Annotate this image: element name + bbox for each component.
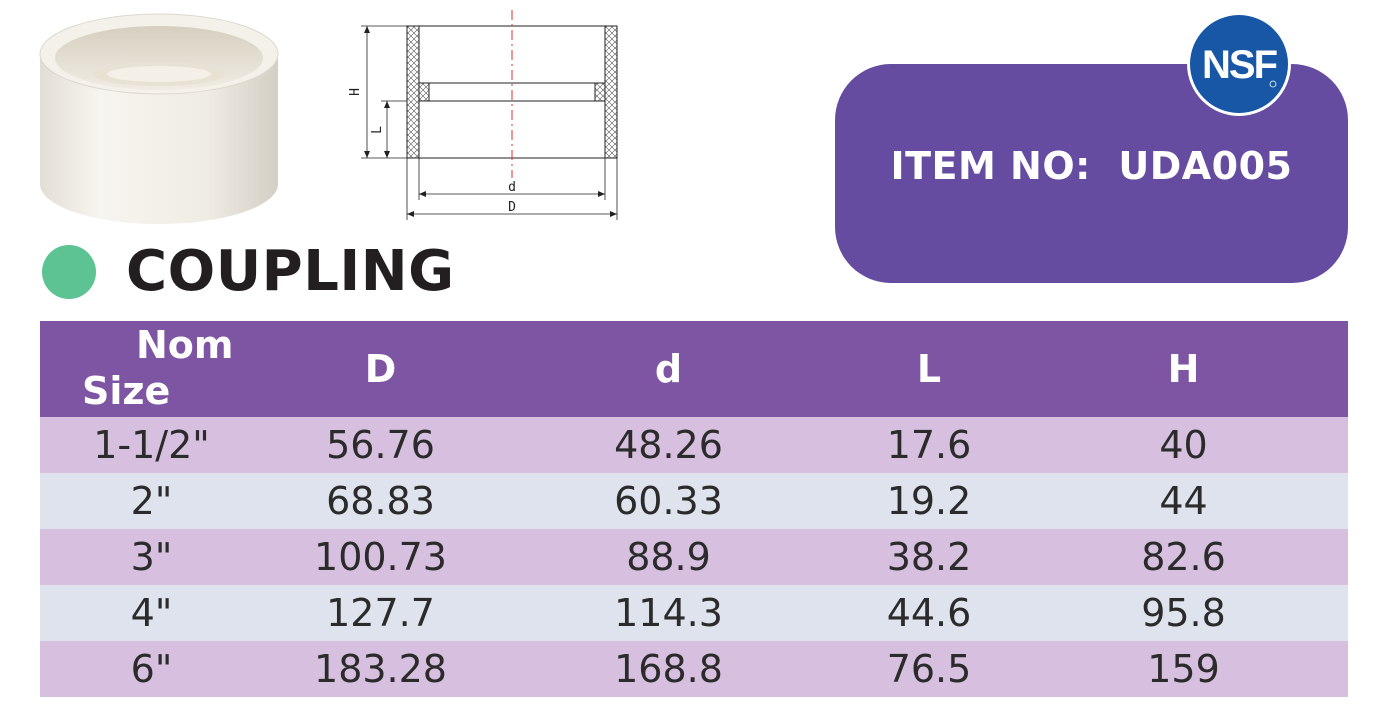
header-h: H <box>1019 321 1348 417</box>
dimension-label-l: L <box>370 126 385 134</box>
header-l: L <box>839 321 1019 417</box>
cell-d-outer: 127.7 <box>263 585 498 641</box>
cell-nom-size: 6" <box>40 641 263 697</box>
header-d-outer: D <box>263 321 498 417</box>
table-row: 4" 127.7 114.3 44.6 95.8 <box>40 585 1348 641</box>
cell-h: 82.6 <box>1019 529 1348 585</box>
cell-l: 44.6 <box>839 585 1019 641</box>
cell-nom-size: 4" <box>40 585 263 641</box>
nsf-logo: NSF <box>1187 12 1291 116</box>
cell-l: 17.6 <box>839 417 1019 473</box>
cell-d-outer: 100.73 <box>263 529 498 585</box>
dimension-label-h: H <box>348 88 363 96</box>
spec-table: Nom Size D d L H 1-1/2" 56.76 48.26 17.6… <box>40 321 1348 697</box>
cell-d-inner: 168.8 <box>498 641 839 697</box>
table-row: 1-1/2" 56.76 48.26 17.6 40 <box>40 417 1348 473</box>
cell-l: 38.2 <box>839 529 1019 585</box>
cell-d-inner: 48.26 <box>498 417 839 473</box>
cell-d-outer: 183.28 <box>263 641 498 697</box>
table-header-row: Nom Size D d L H <box>40 321 1348 417</box>
cell-d-inner: 114.3 <box>498 585 839 641</box>
cell-l: 76.5 <box>839 641 1019 697</box>
item-number-label: ITEM NO: <box>890 144 1091 188</box>
table-row: 2" 68.83 60.33 19.2 44 <box>40 473 1348 529</box>
cell-h: 95.8 <box>1019 585 1348 641</box>
technical-drawing: H L d D <box>348 10 618 220</box>
cell-l: 19.2 <box>839 473 1019 529</box>
cell-nom-size: 2" <box>40 473 263 529</box>
item-number-text: ITEM NO: UDA005 <box>835 144 1348 188</box>
item-number-value: UDA005 <box>1118 144 1293 188</box>
table-row: 3" 100.73 88.9 38.2 82.6 <box>40 529 1348 585</box>
cell-h: 40 <box>1019 417 1348 473</box>
cell-nom-size: 3" <box>40 529 263 585</box>
header-nom-line2: Size <box>82 369 171 413</box>
cell-d-outer: 68.83 <box>263 473 498 529</box>
product-photo <box>39 13 279 224</box>
title-bullet <box>42 245 96 299</box>
product-title: COUPLING <box>126 239 455 304</box>
nsf-logo-text: NSF <box>1202 43 1277 87</box>
table-row: 6" 183.28 168.8 76.5 159 <box>40 641 1348 697</box>
dimension-label-d-inner: d <box>508 180 516 195</box>
dimension-label-d-outer: D <box>508 200 516 215</box>
header-nom-line1: Nom <box>136 323 234 367</box>
cell-d-inner: 60.33 <box>498 473 839 529</box>
cell-d-outer: 56.76 <box>263 417 498 473</box>
cell-h: 44 <box>1019 473 1348 529</box>
cell-h: 159 <box>1019 641 1348 697</box>
cell-d-inner: 88.9 <box>498 529 839 585</box>
cell-nom-size: 1-1/2" <box>40 417 263 473</box>
header-d-inner: d <box>498 321 839 417</box>
header-nom-size: Nom Size <box>40 321 263 417</box>
